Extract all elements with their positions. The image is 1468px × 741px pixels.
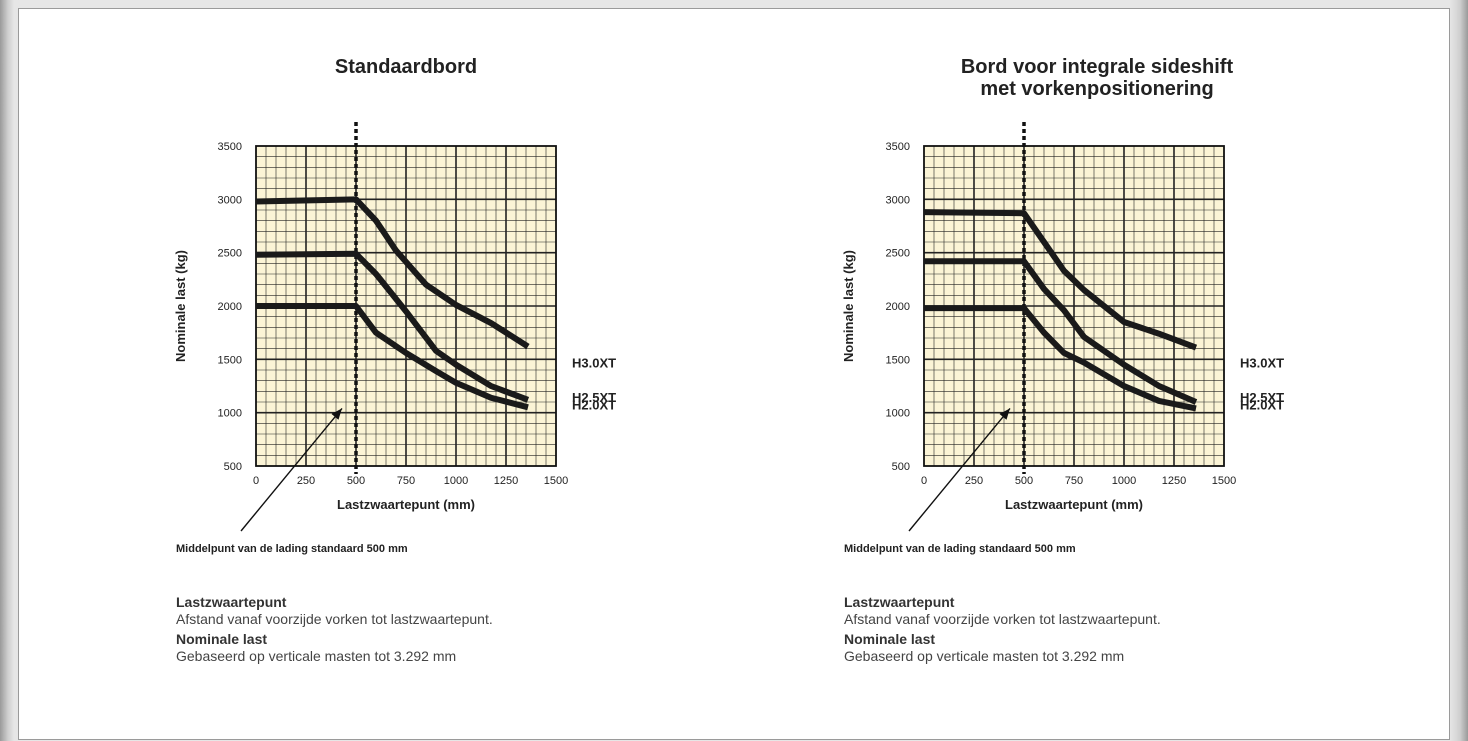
series-line: [256, 303, 529, 411]
x-tick-label: 500: [347, 475, 365, 487]
center-of-load-annotation: Middelpunt van de lading standaard 500 m…: [176, 543, 408, 555]
x-tick-label: 1500: [1212, 475, 1236, 487]
y-tick-label: 1500: [218, 354, 242, 366]
x-tick-label: 1000: [1112, 475, 1136, 487]
note-text: Gebaseerd op verticale masten tot 3.292 …: [176, 648, 457, 664]
notes: Lastzwaartepunt Afstand vanaf voorzijde …: [176, 591, 493, 665]
x-tick-label: 1250: [494, 475, 518, 487]
y-tick-label: 3500: [218, 141, 242, 153]
y-tick-label: 500: [224, 461, 242, 473]
note-text: Afstand vanaf voorzijde vorken tot lastz…: [844, 611, 1161, 627]
x-tick-label: 500: [1015, 475, 1033, 487]
y-tick-label: 1000: [218, 408, 242, 420]
chart-title-line: met vorkenpositionering: [980, 78, 1214, 100]
series-line: [923, 209, 1198, 351]
x-tick-label: 750: [397, 475, 415, 487]
series-label: H2.5XT: [572, 390, 616, 405]
series-label: H2.0XT: [572, 397, 616, 412]
chart-title: Bord voor integrale sideshift met vorken…: [887, 56, 1307, 100]
annotation-arrow-line: [240, 407, 343, 532]
series-label: H2.5XT: [1240, 390, 1284, 405]
series-label: H3.0XT: [1240, 356, 1284, 371]
x-tick-label: 1000: [444, 475, 468, 487]
center-of-load-annotation: Middelpunt van de lading standaard 500 m…: [844, 543, 1076, 555]
x-tick-label: 750: [1065, 475, 1083, 487]
x-axis-label: Lastzwaartepunt (mm): [1005, 497, 1143, 512]
y-tick-label: 2500: [218, 248, 242, 260]
note-heading: Lastzwaartepunt: [844, 594, 955, 610]
series-line: [255, 196, 530, 350]
y-tick-label: 1500: [886, 354, 910, 366]
x-tick-label: 0: [253, 475, 259, 487]
y-tick-label: 3500: [886, 141, 910, 153]
series-line: [255, 250, 530, 403]
y-tick-label: 500: [892, 461, 910, 473]
panel-standard: Standaardbord 0 250 500 750 1000 1250 1500 500 1…: [19, 9, 735, 741]
chart-title: Standaardbord: [196, 56, 616, 78]
chart-title-line: Standaardbord: [334, 56, 478, 78]
note-heading: Nominale last: [176, 631, 268, 647]
y-tick-label: 1000: [886, 408, 910, 420]
y-tick-label: 2000: [886, 301, 910, 313]
notes: Lastzwaartepunt Afstand vanaf voorzijde …: [844, 591, 1161, 665]
annotation-arrow-line: [908, 407, 1011, 532]
x-tick-label: 1250: [1162, 475, 1186, 487]
x-tick-label: 1500: [544, 475, 568, 487]
load-chart-sideshift: 0 250 500 750 1000 1250 1500 500 1000 1500 2000 250…: [841, 122, 1284, 532]
x-tick-label: 250: [297, 475, 315, 487]
x-tick-label: 0: [921, 475, 927, 487]
series-line: [924, 305, 1197, 412]
annotation-arrowhead: [999, 408, 1010, 420]
note-heading: Lastzwaartepunt: [176, 594, 287, 610]
y-tick-label: 2000: [218, 301, 242, 313]
panel-sideshift: Bord voor integrale sideshift met vorken…: [687, 9, 1403, 741]
document-sheet: Standaardbord 0 250 500 750 1000 1250 1500 500 1…: [18, 8, 1450, 740]
chart-title-line: Bord voor integrale sideshift: [960, 56, 1234, 78]
annotation-arrowhead: [331, 408, 342, 420]
y-tick-label: 2500: [886, 248, 910, 260]
note-text: Afstand vanaf voorzijde vorken tot lastz…: [176, 611, 493, 627]
x-axis-label: Lastzwaartepunt (mm): [337, 497, 475, 512]
y-axis-label: Nominale last (kg): [173, 250, 188, 362]
series-line: [924, 258, 1198, 405]
y-tick-label: 3000: [886, 194, 910, 206]
series-label: H2.0XT: [1240, 397, 1284, 412]
x-tick-label: 250: [965, 475, 983, 487]
y-axis-label: Nominale last (kg): [841, 250, 856, 362]
series-label: H3.0XT: [572, 356, 616, 371]
note-heading: Nominale last: [844, 631, 936, 647]
note-text: Gebaseerd op verticale masten tot 3.292 …: [844, 648, 1125, 664]
load-chart-standard: 0 250 500 750 1000 1250 1500 500 1000 1500 2000 250…: [173, 122, 616, 532]
y-tick-label: 3000: [218, 194, 242, 206]
